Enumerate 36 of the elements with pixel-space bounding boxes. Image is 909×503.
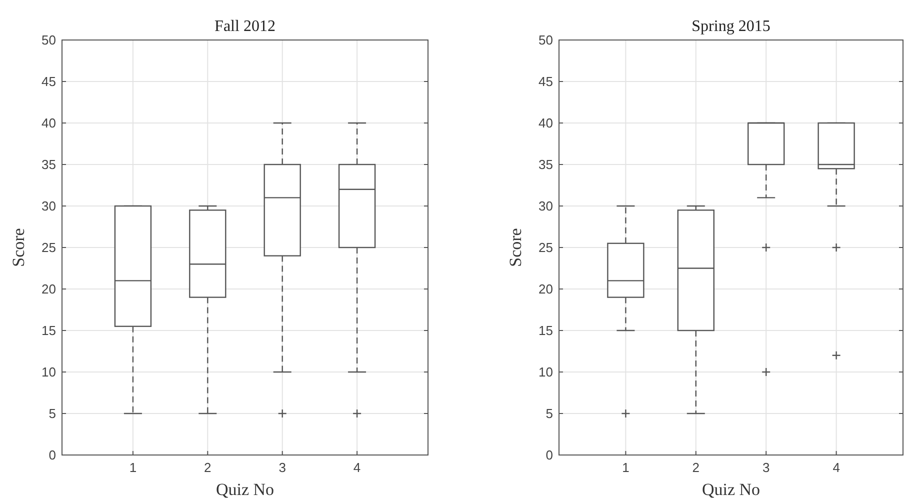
chart-title: Spring 2015: [692, 18, 770, 35]
x-tick-label: 1: [622, 460, 630, 475]
y-tick-label: 15: [42, 323, 56, 338]
y-tick-label: 20: [538, 282, 553, 297]
y-tick-label: 40: [538, 116, 553, 131]
y-tick-label: 15: [538, 323, 553, 338]
x-tick-label: 1: [129, 460, 137, 475]
y-tick-label: 50: [42, 32, 56, 48]
y-tick-label: 0: [546, 448, 553, 463]
x-tick-label: 4: [832, 460, 840, 475]
chart-title: Fall 2012: [214, 18, 276, 35]
y-tick-label: 35: [538, 157, 553, 172]
y-tick-label: 35: [42, 157, 56, 172]
y-tick-label: 5: [546, 406, 553, 422]
y-tick-label: 10: [538, 364, 553, 380]
y-tick-label: 30: [538, 198, 553, 214]
y-tick-label: 50: [538, 32, 553, 48]
y-tick-label: 45: [538, 74, 553, 90]
y-tick-label: 30: [42, 198, 56, 214]
y-tick-label: 0: [48, 448, 56, 463]
x-tick-label: 2: [204, 460, 212, 475]
y-tick-label: 45: [42, 74, 56, 90]
x-tick-label: 3: [762, 460, 770, 475]
x-axis-title: Quiz No: [702, 480, 760, 499]
x-axis-title: Quiz No: [216, 480, 274, 499]
y-axis-title: Score: [9, 228, 28, 267]
y-tick-label: 25: [42, 240, 56, 256]
y-tick-label: 10: [42, 364, 56, 380]
x-tick-label: 2: [692, 460, 700, 475]
y-tick-label: 20: [42, 282, 56, 297]
x-tick-label: 4: [353, 460, 361, 475]
y-tick-label: 40: [42, 116, 56, 131]
y-tick-label: 25: [538, 240, 553, 256]
x-tick-label: 3: [278, 460, 286, 475]
y-tick-label: 5: [48, 406, 56, 422]
y-axis-title: Score: [506, 228, 525, 267]
